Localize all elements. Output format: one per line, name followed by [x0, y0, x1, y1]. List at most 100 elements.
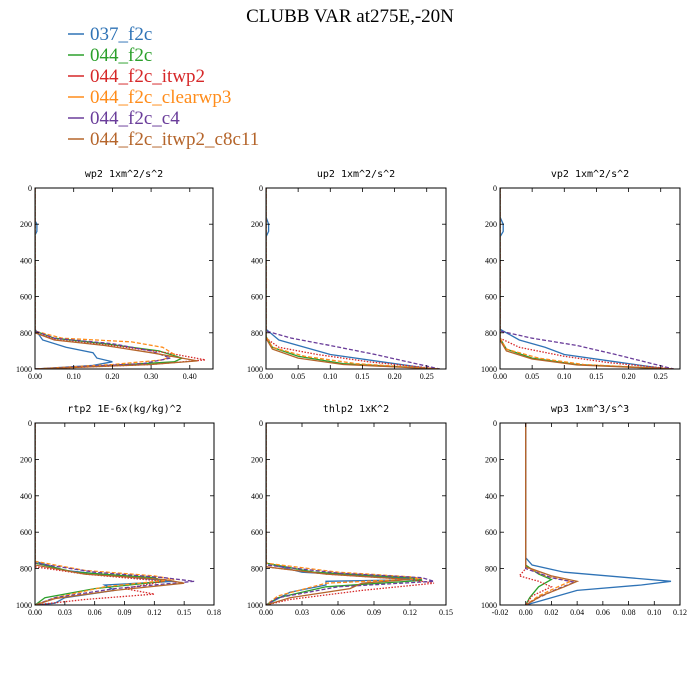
- y-tick-label: 200: [251, 455, 263, 464]
- y-tick-label: 0: [493, 184, 497, 193]
- y-tick-label: 0: [259, 184, 263, 193]
- x-tick-label: 0.00: [28, 372, 42, 381]
- y-tick-label: 800: [20, 329, 32, 338]
- y-tick-label: 200: [20, 220, 32, 229]
- x-tick-label: 0.05: [525, 372, 539, 381]
- y-tick-label: 600: [20, 528, 32, 537]
- panels: wp2 1xm^2/s^2 0.00 0.10 0.20 0.30 0.40 0 200 400…: [16, 169, 687, 617]
- chart-panel: wp3 1xm^3/s^3 -0.02 0.00 0.02 0.04 0.06 0.08 0.…: [481, 404, 687, 617]
- y-tick-label: 1000: [16, 365, 32, 374]
- series-line-044_f2c_itwp2_c8c11: [500, 188, 674, 369]
- chart-panel: up2 1xm^2/s^2 0.00 0.05 0.10 0.15 0.20 0.25 0 20…: [247, 169, 447, 381]
- series-group: [35, 188, 206, 369]
- series-line-037_f2c: [266, 188, 434, 369]
- y-tick-label: 600: [251, 293, 263, 302]
- legend-entry: 044_f2c: [68, 45, 152, 66]
- y-tick-label: 400: [485, 256, 497, 265]
- series-line-044_f2c_itwp2_c8c11: [35, 188, 198, 369]
- series-line-044_f2c_c4: [35, 188, 173, 369]
- legend-label: 044_f2c_itwp2: [90, 66, 205, 87]
- legend-label: 044_f2c_itwp2_c8c11: [90, 129, 259, 150]
- series-line-044_f2c_itwp2: [500, 188, 674, 369]
- x-tick-label: 0.10: [557, 372, 571, 381]
- series-line-044_f2c: [525, 423, 553, 605]
- legend-entry: 044_f2c_itwp2_c8c11: [68, 129, 259, 150]
- series-line-044_f2c_clearwp3: [266, 188, 440, 369]
- y-tick-label: 400: [20, 492, 32, 501]
- x-tick-label: 0.12: [673, 608, 687, 617]
- panel-title: rtp2 1E-6x(kg/kg)^2: [67, 404, 181, 415]
- x-tick-label: 0.25: [420, 372, 434, 381]
- y-tick-label: 0: [28, 184, 32, 193]
- x-tick-label: 0.20: [388, 372, 402, 381]
- x-tick-label: 0.00: [259, 608, 273, 617]
- y-tick-label: 0: [493, 419, 497, 428]
- x-tick-label: 0.08: [622, 608, 636, 617]
- chart-panel: wp2 1xm^2/s^2 0.00 0.10 0.20 0.30 0.40 0 200 400…: [16, 169, 214, 381]
- series-line-044_f2c_itwp2: [518, 423, 553, 605]
- y-tick-label: 800: [485, 565, 497, 574]
- x-tick-label: 0.20: [622, 372, 636, 381]
- panel-title: up2 1xm^2/s^2: [317, 169, 395, 180]
- y-tick-label: 1000: [247, 601, 263, 610]
- x-tick-label: 0.20: [105, 372, 119, 381]
- series-line-037_f2c: [500, 188, 668, 369]
- x-tick-label: 0.00: [28, 608, 42, 617]
- series-line-044_f2c_c4: [35, 423, 195, 605]
- x-tick-label: 0.02: [544, 608, 558, 617]
- legend-entry: 044_f2c_c4: [68, 108, 180, 129]
- y-tick-label: 600: [485, 528, 497, 537]
- panel-title: wp2 1xm^2/s^2: [85, 169, 163, 180]
- y-tick-label: 1000: [16, 601, 32, 610]
- chart-panel: thlp2 1xK^2 0.00 0.03 0.06 0.09 0.12 0.15 0 200 4…: [247, 404, 453, 617]
- x-tick-label: 0.09: [118, 608, 132, 617]
- y-tick-label: 600: [485, 293, 497, 302]
- x-tick-label: 0.05: [291, 372, 305, 381]
- series-line-044_f2c_c4: [500, 188, 674, 369]
- panel-title: vp2 1xm^2/s^2: [551, 169, 629, 180]
- x-tick-label: 0.12: [403, 608, 417, 617]
- y-tick-label: 800: [20, 565, 32, 574]
- legend-label: 044_f2c: [90, 45, 152, 66]
- y-tick-label: 600: [251, 528, 263, 537]
- panel-title: wp3 1xm^3/s^3: [551, 404, 629, 415]
- series-line-044_f2c_itwp2_c8c11: [525, 423, 580, 605]
- y-tick-label: 800: [251, 329, 263, 338]
- series-line-044_f2c: [266, 188, 440, 369]
- plot-frame: [265, 422, 447, 606]
- series-line-044_f2c_itwp2: [35, 423, 165, 605]
- series-line-044_f2c_c4: [525, 423, 577, 605]
- series-group: [266, 188, 440, 369]
- y-tick-label: 200: [485, 455, 497, 464]
- legend-label: 044_f2c_c4: [90, 108, 180, 129]
- series-line-037_f2c: [266, 423, 423, 605]
- x-tick-label: 0.00: [493, 372, 507, 381]
- y-tick-label: 400: [251, 256, 263, 265]
- legend-label: 037_f2c: [90, 24, 152, 45]
- plot-frame: [265, 187, 447, 370]
- x-tick-label: 0.10: [647, 608, 661, 617]
- x-tick-label: 0.18: [207, 608, 221, 617]
- y-tick-label: 800: [485, 329, 497, 338]
- panel-title: thlp2 1xK^2: [323, 404, 389, 415]
- legend-entry: 044_f2c_clearwp3: [68, 87, 231, 108]
- x-tick-label: 0.15: [589, 372, 603, 381]
- series-group: [35, 423, 195, 605]
- figure-title: CLUBB VAR at275E,-20N: [246, 6, 454, 27]
- x-tick-label: 0.30: [144, 372, 158, 381]
- y-tick-label: 400: [251, 492, 263, 501]
- x-tick-label: 0.15: [177, 608, 191, 617]
- series-group: [500, 188, 674, 369]
- series-line-037_f2c: [525, 423, 672, 605]
- y-tick-label: 200: [485, 220, 497, 229]
- y-tick-label: 0: [259, 419, 263, 428]
- y-tick-label: 1000: [481, 601, 497, 610]
- series-line-044_f2c_itwp2: [266, 188, 440, 369]
- legend: 037_f2c044_f2c044_f2c_itwp2044_f2c_clear…: [68, 24, 259, 150]
- x-tick-label: 0.25: [654, 372, 668, 381]
- x-tick-label: 0.15: [355, 372, 369, 381]
- y-tick-label: 400: [485, 492, 497, 501]
- x-tick-label: 0.06: [596, 608, 610, 617]
- x-tick-label: 0.15: [439, 608, 453, 617]
